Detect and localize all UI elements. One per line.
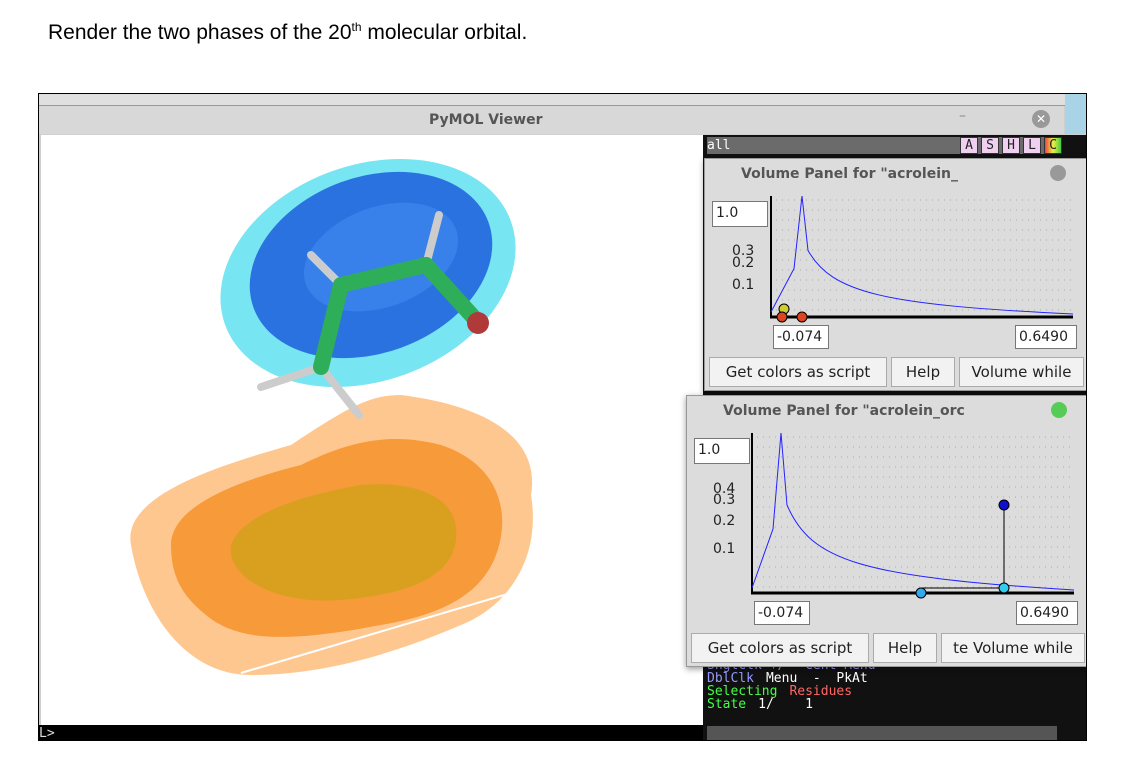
handle: [915, 587, 927, 599]
panel-close[interactable]: [1051, 402, 1067, 418]
console-line: DblClk Menu - PkAt: [707, 672, 1057, 685]
window-close[interactable]: ✕: [1032, 110, 1050, 128]
y-label: 0.2: [713, 513, 736, 529]
y-label: 0.3: [713, 492, 736, 508]
playback-bar: [707, 726, 1057, 740]
instruction-text: Render the two phases of the 20: [48, 21, 352, 44]
handle: [998, 499, 1010, 511]
window-title: PyMOL Viewer: [429, 112, 543, 128]
console-text: Selecting: [707, 684, 778, 699]
curve: [770, 196, 1074, 315]
histogram: [751, 433, 1075, 599]
y-label: 0.1: [713, 541, 736, 557]
panel-close[interactable]: [1050, 165, 1066, 181]
range-max[interactable]: 0.6490: [1015, 325, 1077, 349]
console-text: 1/ 1: [758, 697, 813, 712]
prompt: L>: [39, 726, 55, 741]
background-window: [39, 94, 1086, 106]
orange-lobe-core: [230, 484, 457, 601]
panel-button[interactable]: Help: [891, 357, 955, 387]
console-text: State: [707, 697, 747, 712]
handle: [796, 311, 808, 323]
y-label: 0.4: [713, 481, 736, 497]
molecule: [257, 211, 489, 419]
window-min[interactable]: –: [959, 108, 966, 124]
viewport: [41, 135, 703, 725]
clip-line: [240, 589, 522, 674]
curve: [751, 433, 1075, 591]
instruction-rest: molecular orbital.: [361, 21, 528, 44]
side-strip: [1065, 94, 1086, 134]
console-text: DblClk: [707, 671, 754, 686]
histogram: [770, 196, 1074, 323]
instruction: Render the two phases of the 20th molecu…: [48, 20, 527, 45]
handle: [776, 311, 788, 323]
range-max[interactable]: 0.6490: [1016, 601, 1078, 625]
object-button[interactable]: H: [1002, 137, 1020, 154]
handle: [998, 582, 1010, 594]
command-line[interactable]: L>: [39, 725, 703, 741]
console-line: Selecting Residues: [707, 685, 1057, 698]
object-button[interactable]: S: [981, 137, 999, 154]
panel-button[interactable]: Help: [873, 633, 937, 663]
panel-title: Volume Panel for "acrolein_: [741, 166, 958, 182]
range-min[interactable]: -0.074: [773, 325, 829, 349]
instruction-sup: th: [351, 20, 362, 34]
panel-button[interactable]: Get colors as script: [709, 357, 887, 387]
object-button[interactable]: L: [1023, 137, 1041, 154]
panel-button[interactable]: te Volume while: [941, 633, 1085, 663]
y-label: 0.1: [732, 277, 755, 293]
panel-button[interactable]: Get colors as script: [691, 633, 869, 663]
panel-input[interactable]: 1.0: [712, 201, 768, 227]
title-bar: [39, 106, 1064, 134]
volume-panel: Volume Panel for "acrolein_ 1.0 0.3 0.2 0.1 -…: [704, 158, 1086, 391]
console-line: State 1/ 1: [707, 698, 1057, 711]
console-text: Menu - PkAt: [765, 671, 868, 686]
object-button[interactable]: A: [960, 137, 978, 154]
panel-button[interactable]: Volume while: [959, 357, 1084, 387]
y-label: 0.2: [732, 255, 755, 271]
object-button[interactable]: C: [1044, 137, 1062, 154]
volume-panel: Volume Panel for "acrolein_orc 1.0 0.4 0.3 0…: [686, 395, 1086, 667]
panel-title: Volume Panel for "acrolein_orc: [723, 403, 965, 419]
console-text: Residues: [789, 684, 853, 699]
y-label: 0.3: [732, 243, 755, 259]
panel-input[interactable]: 1.0: [694, 438, 750, 464]
range-min[interactable]: -0.074: [754, 601, 810, 625]
